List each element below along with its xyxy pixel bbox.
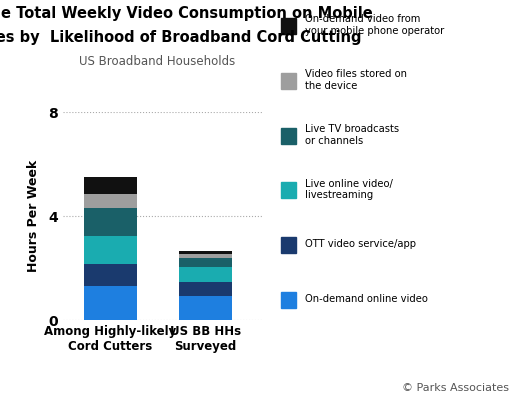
- Text: On-demand video from
your mobile phone operator: On-demand video from your mobile phone o…: [305, 14, 444, 36]
- Text: Live online video/
livestreaming: Live online video/ livestreaming: [305, 179, 393, 200]
- Bar: [85, 236, 136, 264]
- Text: Video files stored on
the device: Video files stored on the device: [305, 69, 407, 91]
- Y-axis label: Hours Per Week: Hours Per Week: [27, 160, 40, 272]
- Text: OTT video service/app: OTT video service/app: [305, 239, 416, 250]
- Bar: [85, 264, 136, 286]
- Bar: [180, 251, 232, 254]
- Bar: [85, 286, 136, 320]
- Text: On-demand online video: On-demand online video: [305, 294, 428, 304]
- Bar: [85, 194, 136, 208]
- Text: Phones by  Likelihood of Broadband Cord Cutting: Phones by Likelihood of Broadband Cord C…: [0, 30, 361, 45]
- Bar: [180, 258, 232, 267]
- Text: US Broadband Households: US Broadband Households: [79, 55, 236, 68]
- Text: Average Total Weekly Video Consumption on Mobile: Average Total Weekly Video Consumption o…: [0, 6, 372, 21]
- Bar: [180, 267, 232, 282]
- Bar: [180, 254, 232, 258]
- Bar: [180, 296, 232, 320]
- Bar: [180, 282, 232, 296]
- Bar: [85, 208, 136, 236]
- Bar: [85, 177, 136, 194]
- Text: Live TV broadcasts
or channels: Live TV broadcasts or channels: [305, 124, 399, 146]
- Text: © Parks Associates: © Parks Associates: [402, 383, 509, 393]
